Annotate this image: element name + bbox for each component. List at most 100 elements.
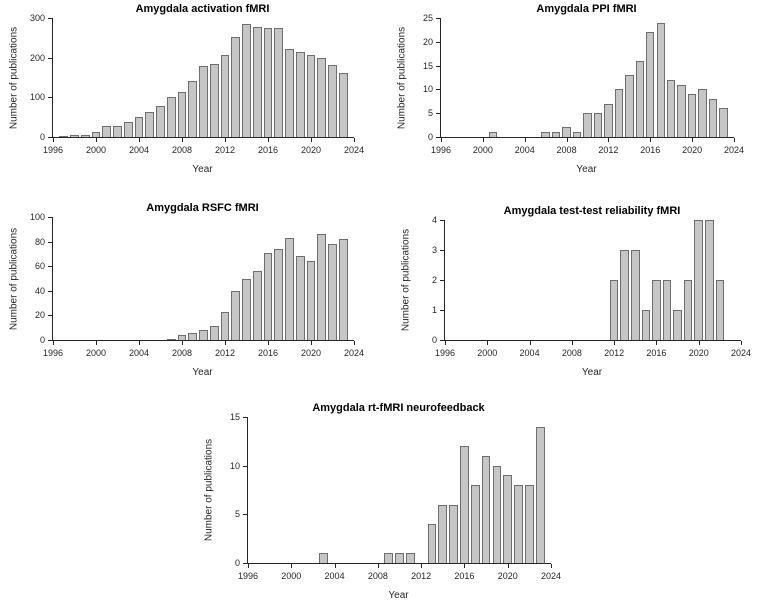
- bar-2013: [614, 89, 624, 137]
- x-tick-mark: [551, 564, 552, 568]
- chart-title: Amygdala RSFC fMRI: [146, 202, 259, 214]
- bar-2013: [231, 37, 241, 137]
- y-tick-mark: [48, 266, 52, 268]
- bar-2008: [177, 92, 187, 137]
- y-tick-mark: [48, 340, 52, 341]
- x-tick-label: 2016: [257, 145, 279, 155]
- x-tick-mark: [614, 341, 616, 345]
- x-tick-label: 2004: [519, 348, 540, 358]
- x-tick-mark: [441, 138, 442, 142]
- y-tick-label: 0: [427, 132, 433, 142]
- x-tick-label: 2000: [85, 145, 107, 155]
- x-tick-mark: [692, 138, 694, 142]
- y-tick-label: 60: [34, 261, 45, 272]
- bar-2003: [319, 553, 329, 563]
- y-tick-label: 15: [229, 412, 240, 422]
- x-tick-mark: [377, 564, 379, 568]
- y-tick-label: 40: [34, 285, 45, 296]
- x-tick-mark: [464, 564, 466, 568]
- x-tick-mark: [53, 341, 54, 345]
- bar-2006: [156, 105, 165, 137]
- y-tick-label: 0: [431, 335, 437, 345]
- bar-2020: [503, 475, 513, 563]
- x-tick-mark: [139, 341, 140, 345]
- bar-2008: [177, 335, 187, 340]
- chart-title: Amygdala activation fMRI: [135, 3, 270, 15]
- bar-2001: [102, 126, 112, 137]
- bar-1998: [70, 135, 79, 137]
- x-tick-mark: [650, 138, 652, 142]
- bar-2012: [609, 280, 619, 340]
- x-tick-mark: [139, 138, 140, 142]
- chart-amygdala-rt-fmri-neurofeedback: Amygdala rt-fMRI neurofeedback Number of…: [190, 400, 570, 604]
- y-tick-label: 5: [427, 108, 433, 119]
- y-tick-mark: [48, 97, 52, 99]
- y-tick-label: 25: [422, 13, 433, 23]
- bar-2011: [405, 553, 415, 563]
- x-tick-label: 2008: [171, 145, 193, 155]
- x-tick-label: 2008: [367, 571, 388, 581]
- x-tick-label: 2004: [324, 571, 345, 581]
- x-tick-label: 2024: [730, 348, 752, 358]
- bar-2021: [514, 485, 523, 563]
- x-tick-mark: [96, 138, 97, 142]
- bar-2023: [535, 426, 545, 563]
- bar-2010: [583, 113, 592, 137]
- x-tick-mark: [524, 138, 526, 142]
- y-tick-label: 300: [29, 13, 45, 23]
- x-tick-label: 2000: [281, 571, 302, 581]
- x-tick-mark: [507, 564, 509, 568]
- chart-title: Amygdala PPI fMRI: [536, 3, 637, 15]
- x-tick-label: 1996: [42, 145, 64, 155]
- bar-2010: [395, 553, 404, 563]
- bar-2009: [384, 553, 393, 563]
- chart-amygdala-activation-fmri: Amygdala activation fMRI Number of publi…: [0, 0, 380, 195]
- y-tick-label: 0: [39, 132, 45, 142]
- plot-area: 0 5 10 15 1996 2000 2004 2008 2012 2016 2020 2024: [230, 412, 561, 581]
- bar-2001: [489, 132, 498, 137]
- x-tick-label: 2008: [561, 348, 582, 358]
- bar-2021: [705, 220, 714, 340]
- x-tick-label: 2000: [472, 145, 493, 155]
- y-tick-label: 20: [34, 310, 45, 321]
- chart-amygdala-ppi-fmri: Amygdala PPI fMRI Number of publications…: [380, 0, 760, 195]
- bar-2014: [625, 75, 634, 137]
- x-tick-mark: [53, 138, 54, 142]
- y-tick-mark: [48, 315, 52, 317]
- y-tick-mark: [243, 465, 247, 467]
- y-tick-mark: [436, 113, 440, 115]
- bar-2016: [646, 32, 655, 137]
- bar-2019: [295, 51, 305, 137]
- bar-2008: [562, 127, 571, 137]
- y-tick-label: 1: [431, 305, 437, 315]
- y-tick-mark: [436, 65, 440, 67]
- y-tick-label: 4: [431, 215, 437, 225]
- bar-2021: [698, 89, 707, 137]
- x-tick-mark: [268, 138, 269, 142]
- bar-2018: [481, 455, 491, 563]
- x-tick-mark: [268, 341, 269, 345]
- bar-2022: [328, 64, 337, 137]
- plot-area: 0 1 2 3 4 1996 2000 2004 2008 2012 2016 2020 2024: [432, 215, 751, 358]
- x-tick-mark: [96, 341, 97, 345]
- x-tick-label: 2004: [514, 145, 535, 155]
- bar-2012: [220, 54, 230, 137]
- bar-2020: [694, 220, 703, 340]
- bar-2004: [134, 117, 144, 137]
- bar-2015: [449, 504, 458, 563]
- x-tick-mark: [482, 138, 484, 142]
- bar-2015: [252, 271, 262, 340]
- y-tick-mark: [440, 280, 444, 281]
- bar-2015: [635, 60, 644, 137]
- y-tick-label: 3: [431, 245, 437, 255]
- x-tick-mark: [571, 341, 573, 345]
- x-tick-label: 2024: [343, 348, 365, 358]
- bar-2020: [687, 94, 697, 137]
- bar-2019: [295, 256, 305, 340]
- x-axis-label: Year: [581, 367, 603, 378]
- y-tick-mark: [436, 89, 440, 91]
- x-tick-mark: [225, 341, 226, 345]
- y-tick-mark: [48, 217, 52, 218]
- x-tick-label: 2024: [540, 571, 562, 581]
